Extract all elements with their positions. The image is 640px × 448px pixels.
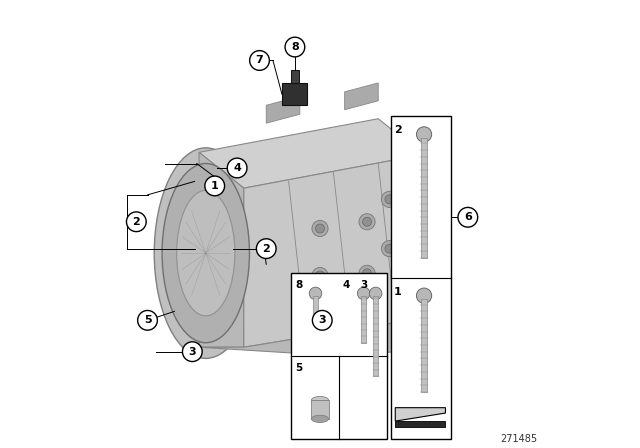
Text: 271485: 271485	[500, 435, 538, 444]
Text: 4: 4	[233, 163, 241, 173]
Circle shape	[250, 51, 269, 70]
Polygon shape	[199, 152, 244, 347]
Polygon shape	[244, 155, 423, 347]
Circle shape	[385, 195, 394, 204]
Circle shape	[312, 267, 328, 284]
Text: 4: 4	[342, 280, 350, 290]
Circle shape	[285, 37, 305, 57]
Circle shape	[381, 191, 397, 207]
Bar	[396, 421, 445, 427]
Bar	[391, 116, 451, 439]
Polygon shape	[266, 96, 300, 123]
Circle shape	[309, 287, 322, 300]
Text: 5: 5	[296, 363, 303, 373]
Bar	[282, 83, 307, 105]
Circle shape	[138, 310, 157, 330]
Bar	[435, 221, 447, 238]
Bar	[421, 299, 427, 392]
Circle shape	[316, 224, 324, 233]
Circle shape	[359, 214, 375, 230]
Circle shape	[381, 241, 397, 257]
Text: 2: 2	[132, 217, 140, 227]
Text: 1: 1	[394, 287, 402, 297]
Text: 7: 7	[255, 56, 264, 65]
Circle shape	[417, 288, 431, 303]
Circle shape	[316, 271, 324, 280]
Bar	[291, 273, 387, 439]
Bar	[421, 138, 427, 258]
Ellipse shape	[312, 415, 328, 422]
Circle shape	[362, 269, 371, 278]
Circle shape	[127, 212, 146, 232]
Polygon shape	[396, 408, 445, 421]
Text: 5: 5	[144, 315, 151, 325]
Text: 8: 8	[296, 280, 303, 290]
Ellipse shape	[177, 190, 235, 316]
Circle shape	[385, 244, 394, 253]
Circle shape	[227, 158, 247, 178]
Bar	[362, 296, 366, 343]
Text: 8: 8	[291, 42, 299, 52]
Polygon shape	[345, 83, 378, 110]
Ellipse shape	[162, 164, 250, 343]
Bar	[291, 70, 299, 83]
Text: 6: 6	[464, 212, 472, 222]
Bar	[428, 206, 445, 231]
Circle shape	[362, 217, 371, 226]
Ellipse shape	[312, 396, 328, 404]
Text: 3: 3	[189, 347, 196, 357]
Polygon shape	[199, 119, 423, 188]
Circle shape	[205, 176, 225, 196]
Circle shape	[417, 127, 431, 142]
Text: 1: 1	[211, 181, 219, 191]
Circle shape	[312, 220, 328, 237]
Text: 3: 3	[360, 280, 367, 290]
Bar	[312, 400, 328, 419]
Bar	[373, 296, 378, 376]
Circle shape	[312, 310, 332, 330]
Circle shape	[359, 265, 375, 281]
Circle shape	[458, 207, 477, 227]
Bar	[314, 296, 318, 323]
Polygon shape	[423, 155, 448, 329]
Circle shape	[357, 287, 370, 300]
Text: 3: 3	[319, 315, 326, 325]
Circle shape	[182, 342, 202, 362]
Circle shape	[257, 239, 276, 258]
Circle shape	[369, 287, 382, 300]
Polygon shape	[199, 318, 448, 356]
Text: 2: 2	[394, 125, 402, 135]
Text: 2: 2	[262, 244, 270, 254]
Ellipse shape	[154, 148, 257, 358]
